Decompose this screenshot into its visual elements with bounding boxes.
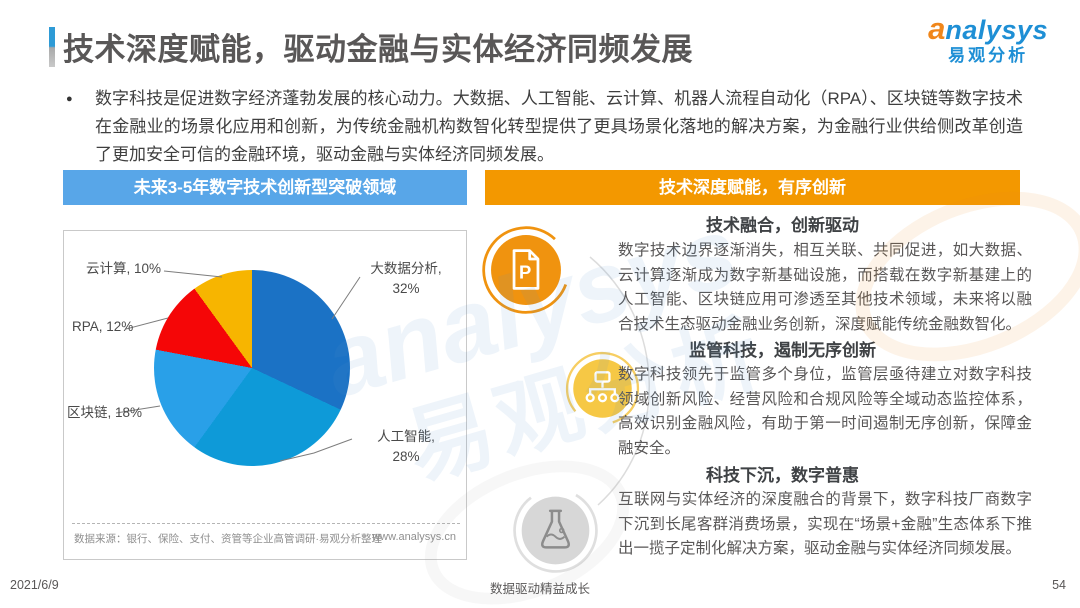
analysys-logo: analysys 易观分析: [928, 11, 1048, 66]
pie-label-bigdata: 大数据分析, 32%: [370, 261, 442, 296]
logo-brand-text: nalysys: [945, 15, 1048, 45]
left-section-header: 未来3-5年数字技术创新型突破领域: [63, 170, 467, 205]
bullet-icon: ●: [66, 93, 73, 105]
sitemap-icon: [565, 351, 640, 426]
svg-text:P: P: [519, 261, 531, 282]
footer-slogan: 数据驱动精益成长: [489, 582, 590, 596]
data-source: 数据来源：银行、保险、支付、资管等企业高管调研·易观分析整理: [74, 533, 382, 545]
pie-label-ai: 人工智能, 28%: [377, 429, 435, 464]
footer-page-number: 54: [1052, 578, 1066, 592]
pie-label-blockchain: 区块链, 18%: [67, 405, 143, 420]
pie-chart-panel: 大数据分析, 32% 人工智能, 28% 区块链, 18% RPA, 12% 云…: [63, 230, 467, 560]
section-title-regtech: 监管科技，遏制无序创新: [689, 341, 876, 360]
pie-chart: [154, 270, 350, 466]
source-divider: [72, 523, 460, 524]
connector-arc: [589, 256, 650, 506]
website-url: www.analysys.cn: [372, 531, 456, 543]
title-accent-bar: [49, 27, 55, 67]
logo-a-swirl-icon: a: [928, 11, 946, 46]
section-title-fusion: 技术融合，创新驱动: [706, 216, 859, 235]
document-p-icon: P: [482, 226, 570, 314]
footer-date: 2021/6/9: [10, 578, 59, 592]
section-body-fusion: 数字技术边界逐渐消失，相互关联、共同促进，如大数据、云计算逐渐成为数字新基础设施…: [618, 242, 1032, 333]
right-section-header: 技术深度赋能，有序创新: [485, 170, 1020, 205]
intro-paragraph: 数字科技是促进数字经济蓬勃发展的核心动力。大数据、人工智能、云计算、机器人流程自…: [95, 89, 1023, 164]
pie-leader-lines: [115, 270, 361, 462]
section-title-inclusion: 科技下沉，数字普惠: [706, 466, 859, 485]
section-body-regtech: 数字科技领先于监管多个身位，监管层亟待建立对数字科技领域创新风险、经营风险和合规…: [618, 366, 1032, 457]
logo-brand-cn: 易观分析: [948, 46, 1029, 66]
flask-icon: [513, 488, 598, 573]
pie-label-rpa: RPA, 12%: [72, 319, 134, 334]
pie-label-cloud: 云计算, 10%: [86, 261, 162, 276]
page-title: 技术深度赋能，驱动金融与实体经济同频发展: [63, 32, 693, 67]
section-body-inclusion: 互联网与实体经济的深度融合的背景下，数字科技厂商数字下沉到长尾客群消费场景，实现…: [618, 491, 1032, 557]
